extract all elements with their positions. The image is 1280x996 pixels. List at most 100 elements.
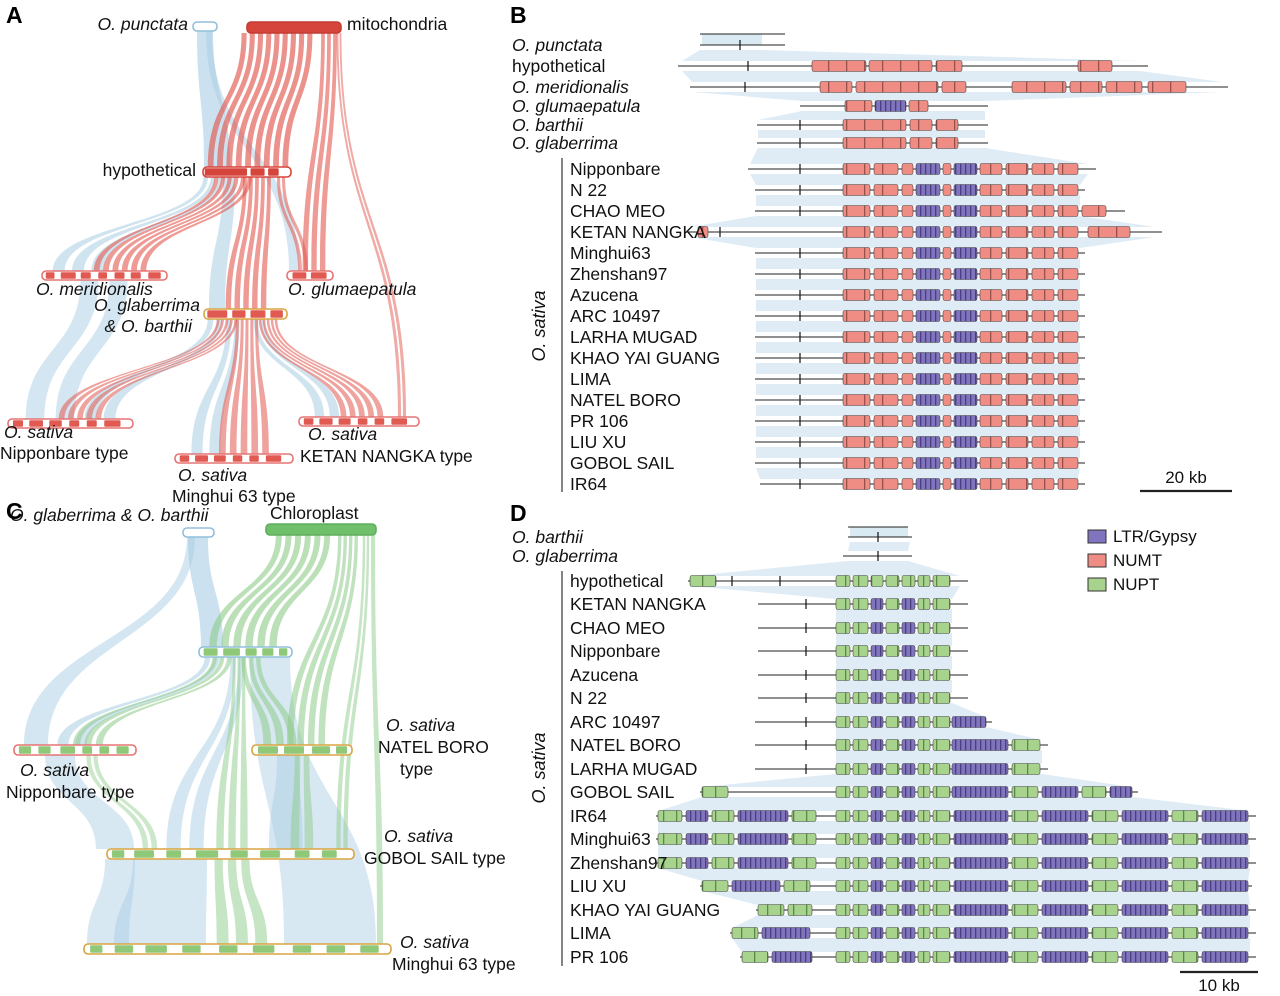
flow-ribbon-red	[58, 319, 220, 419]
ltr-block	[901, 669, 916, 681]
numt-block	[901, 436, 914, 448]
ltr-block	[953, 289, 978, 301]
flow-ribbon-red	[121, 177, 239, 271]
nupt-block	[1171, 857, 1199, 869]
numt-block	[842, 457, 871, 469]
numt-block	[1077, 60, 1113, 72]
row-label: O. glaberrima	[512, 546, 618, 566]
ltr-block	[1201, 880, 1249, 892]
ltr-block	[1201, 951, 1249, 963]
ltr-block	[901, 786, 916, 798]
flow-ribbon-blue	[253, 319, 325, 417]
nupt-block	[835, 927, 851, 939]
nupt-block	[932, 598, 951, 610]
ltr-block	[951, 716, 987, 728]
numt-block	[908, 100, 929, 112]
numt-block	[1031, 352, 1055, 364]
nupt-block	[852, 716, 869, 728]
flow-ribbon-red	[112, 177, 232, 271]
numt-block	[901, 310, 914, 322]
flow-ribbon-green	[227, 859, 248, 944]
numt-block	[842, 268, 871, 280]
numt-block	[909, 119, 933, 131]
numt-block	[842, 373, 871, 385]
synteny-ribbon	[756, 426, 1080, 437]
ltr-block	[1041, 857, 1089, 869]
nupt-block	[701, 880, 729, 892]
synteny-ribbon	[658, 821, 1250, 834]
flow-ribbon-blue	[209, 319, 240, 454]
ltr-block	[901, 716, 916, 728]
numt-block	[697, 226, 709, 238]
row-label: O. glaberrima	[512, 133, 618, 153]
ltr-block	[953, 205, 978, 217]
nupt-block	[885, 763, 900, 775]
numt-block	[942, 436, 952, 448]
sankey-label: O. sativa	[178, 465, 247, 485]
node-segment	[245, 648, 257, 656]
sankey-label: GOBOL SAIL type	[364, 848, 506, 868]
synteny-ribbon	[658, 868, 1250, 881]
sankey-label: Nipponbare type	[6, 782, 134, 802]
numt-block	[909, 137, 933, 149]
synteny-ribbon	[750, 148, 1088, 164]
flow-ribbon-green	[343, 535, 370, 849]
nupt-block	[917, 645, 931, 657]
nupt-block	[885, 951, 900, 963]
numt-block	[979, 205, 1003, 217]
flow-ribbon-red	[311, 33, 331, 271]
numt-block	[873, 394, 899, 406]
numt-block	[842, 331, 871, 343]
numt-block	[942, 478, 952, 490]
ltr-block	[1041, 786, 1079, 798]
ltr-block	[737, 810, 789, 822]
flow-ribbon-red	[282, 33, 313, 167]
flow-ribbon-red	[225, 177, 247, 309]
node-segment	[45, 272, 55, 279]
ltr-block	[953, 927, 1009, 939]
ltr-block	[915, 331, 941, 343]
flow-ribbon-red	[255, 319, 269, 454]
row-label: CHAO MEO	[570, 201, 665, 221]
numt-block	[901, 394, 914, 406]
legend-swatch	[1087, 553, 1107, 568]
numt-block	[873, 289, 899, 301]
row-label: hypothetical	[512, 56, 605, 76]
numt-block	[1057, 205, 1079, 217]
synteny-ribbon	[756, 195, 1080, 206]
sankey-label: NATEL BORO	[378, 737, 489, 757]
numt-block	[979, 352, 1003, 364]
numt-block	[901, 478, 914, 490]
numt-block	[942, 394, 952, 406]
nupt-block	[1091, 880, 1119, 892]
ltr-block	[915, 310, 941, 322]
numt-block	[942, 373, 952, 385]
ltr-block	[1041, 810, 1089, 822]
nupt-block	[852, 833, 869, 845]
node-segment	[204, 168, 247, 176]
numt-block	[942, 184, 952, 196]
sankey-label: O. punctata	[98, 14, 189, 34]
flow-ribbon-red	[336, 33, 402, 417]
sankey-label: O. glaberrima & O. barthii	[10, 505, 210, 525]
numt-block	[979, 457, 1003, 469]
node-segment	[284, 746, 304, 754]
nupt-block	[791, 810, 817, 822]
nupt-block	[852, 786, 869, 798]
flow-ribbon-red	[95, 319, 238, 419]
numt-block	[1057, 226, 1079, 238]
nupt-block	[852, 904, 869, 916]
numt-block	[1105, 81, 1143, 93]
numt-block	[1005, 436, 1029, 448]
row-label: KHAO YAI GUANG	[570, 900, 720, 920]
nupt-block	[932, 951, 951, 963]
numt-block	[942, 205, 952, 217]
ltr-block	[901, 880, 916, 892]
numt-block	[1031, 415, 1055, 427]
nupt-block	[1091, 951, 1119, 963]
node-segment	[18, 746, 32, 754]
nupt-block	[1171, 951, 1199, 963]
nupt-block	[1011, 951, 1039, 963]
numt-block	[979, 184, 1003, 196]
